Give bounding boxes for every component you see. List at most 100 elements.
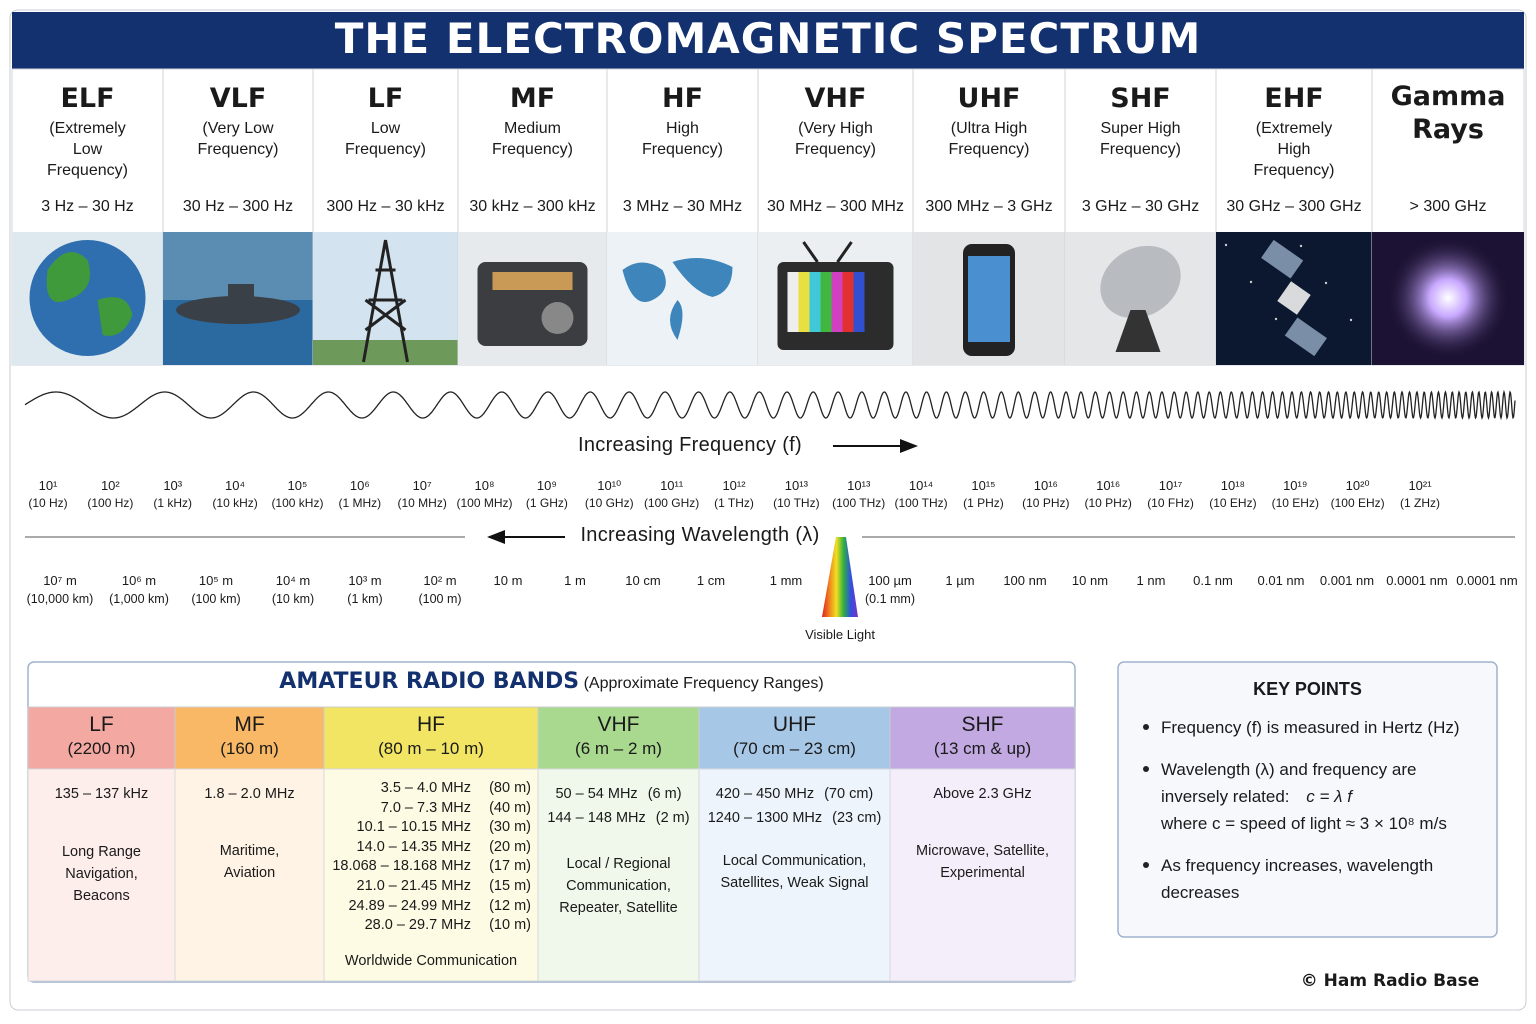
band-icon [1386,236,1510,360]
amateur-range: 3.5 – 4.0 MHz (80 m) [324,780,538,796]
range-frequency: 144 – 148 MHz [547,809,646,826]
band-icon [777,241,894,350]
range-frequency: 21.0 – 21.45 MHz [356,878,471,894]
band-full-name: (Very High Frequency) [795,120,876,158]
band-range: 30 kHz – 300 kHz [469,198,596,215]
key-point-text: Wavelength (λ) and frequency are inverse… [1161,760,1417,806]
icon-part [228,284,254,304]
frequency-value: (100 kHz) [271,496,324,510]
frequency-power: 10¹⁶ [1033,478,1058,493]
amateur-band-wavelength: (70 cm – 23 cm) [733,739,856,758]
frequency-power: 10¹⁴ [908,478,934,493]
icon-part [831,272,843,332]
wavelength-value: 1 cm [696,573,726,588]
wavelength-note: (10,000 km) [26,592,94,606]
wavelength-value: 10² m [423,573,457,588]
wavelength-note: (100 m) [418,592,462,606]
range-wavelength: (23 cm) [832,809,882,826]
band-full-name: (Extremely High Frequency) [1253,120,1335,179]
amateur-use: Maritime, Aviation [219,843,280,881]
amateur-body-cell [698,768,891,982]
amateur-range: 135 – 137 kHz [28,786,175,802]
amateur-use: Long Range Navigation, Beacons [61,844,141,904]
amateur-band-wavelength: (6 m – 2 m) [575,739,662,758]
frequency-value: (1 MHz) [338,496,382,510]
icon-part [842,272,854,332]
range-frequency: 420 – 450 MHz [715,786,815,802]
amateur-body-cell [889,768,1076,982]
range-wavelength: (17 m) [489,858,531,875]
wavelength-label: Increasing Wavelength (λ) [580,524,820,546]
icon-part [968,256,1010,342]
icon-part [787,272,799,332]
amateur-range: Above 2.3 GHz [890,786,1075,802]
band-icon [1100,245,1181,352]
amateur-header-cell [698,706,891,770]
wavelength-note: (0.1 mm) [865,592,915,606]
band-range: 3 Hz – 30 Hz [41,198,134,215]
range-wavelength: (40 m) [489,799,531,816]
range-frequency: 3.5 – 4.0 MHz [380,780,471,796]
amateur-body-cell [174,768,325,982]
band-full-name: Medium Frequency) [492,120,573,158]
band-icon [29,240,146,356]
band-range: 3 GHz – 30 GHz [1081,198,1200,215]
frequency-value: (100 EHz) [1330,496,1385,510]
frequency-value: (100 Hz) [87,496,134,510]
frequency-value: (10 PHz) [1022,496,1070,510]
icon-part [1224,243,1353,322]
band-full-name: (Extremely Low Frequency) [47,120,128,179]
band-icon [622,258,733,340]
range-wavelength: (15 m) [489,878,531,894]
amateur-band-wavelength: (160 m) [220,739,279,758]
key-point-text: As frequency increases, wavelength decre… [1161,856,1434,902]
frequency-power: 10¹³ [847,478,871,493]
range-wavelength: (12 m) [489,897,531,914]
amateur-range: 420 – 450 MHz (70 cm) [699,786,890,802]
frequency-value: (10 EHz) [1271,496,1319,510]
band-name: MF [509,83,556,114]
amateur-range: 18.068 – 18.168 MHz (17 m) [324,858,538,874]
frequency-value: (10 PHz) [1084,496,1132,510]
wavelength-value: 10³ m [348,573,382,588]
frequency-power: 10¹¹ [660,478,684,493]
amateur-header-cell [27,706,176,770]
band-name: SHF [1110,83,1171,114]
band-name: Gamma Rays [1390,81,1506,145]
amateur-use: Local Communication, Satellites, Weak Si… [720,853,869,891]
band-name: VLF [209,83,267,114]
icon-part [1224,243,1228,247]
band-name: VHF [804,83,867,114]
band-range: 30 Hz – 300 Hz [182,198,294,215]
title: THE ELECTROMAGNETIC SPECTRUM [334,14,1202,63]
arrow-head [900,439,918,453]
amateur-header-cell [889,706,1076,770]
bullet [1143,766,1149,772]
range-frequency: 24.89 – 24.99 MHz [348,897,471,914]
frequency-power: 10⁶ [349,478,370,493]
wave [24,389,1516,421]
amateur-use: Microwave, Satellite, Experimental [916,843,1049,881]
icon-part [809,272,821,332]
wavelength-value: 10 cm [625,573,661,588]
amateur-body-cell [27,768,176,982]
frequency-value: (1 ZHz) [1400,496,1440,510]
band-name: ELF [60,83,115,114]
frequency-power: 10¹ [38,478,58,493]
amateur-range: 28.0 – 29.7 MHz (10 m) [324,917,538,933]
range-wavelength: (10 m) [489,917,531,934]
band-icon [477,262,588,346]
amateur-range: 10.1 – 10.15 MHz (30 m) [324,819,538,835]
arrow-head [487,530,505,544]
wavelength-value: 0.0001 nm [1456,573,1518,588]
key-point-text: Frequency (f) is measured in Hertz (Hz) [1161,718,1460,737]
frequency-label: Increasing Frequency (f) [578,434,802,456]
frequency-value: (100 MHz) [456,496,513,510]
range-frequency: 28.0 – 29.7 MHz [364,917,471,934]
range-wavelength: (2 m) [655,809,690,826]
wavelength-value: 1 m [564,573,586,588]
wavelength-value: 0.0001 nm [1386,573,1448,588]
band-image-bg [607,232,758,365]
